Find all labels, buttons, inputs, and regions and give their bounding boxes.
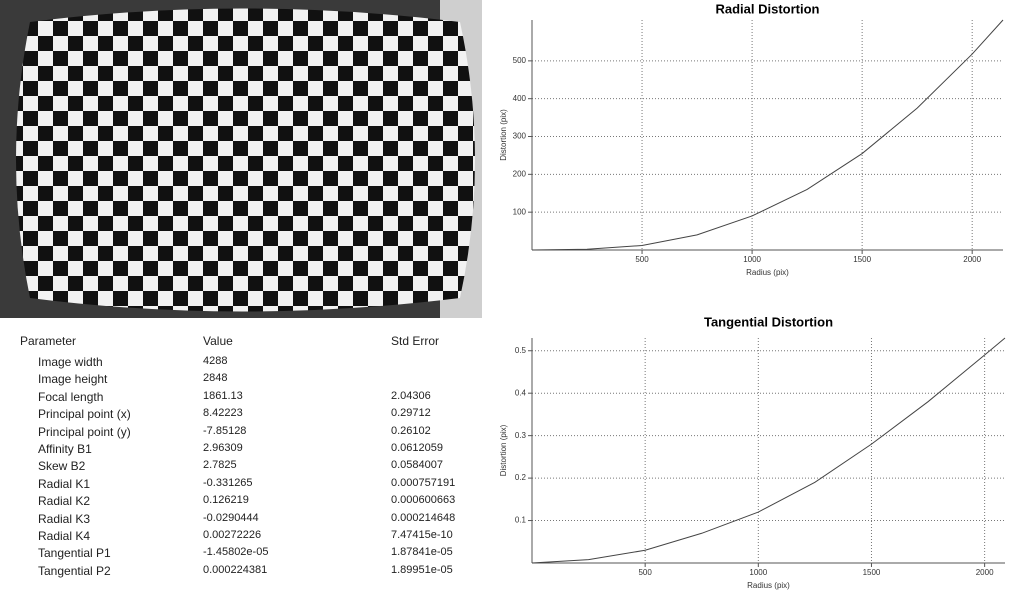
table-cell: 8.42223 [203,407,243,420]
y-tick-label: 0.1 [515,516,527,525]
table-cell: 0.000224381 [203,563,268,576]
table-cell: 0.000600663 [391,494,456,507]
x-tick-label: 2000 [976,568,994,577]
table-header: Parameter [20,334,77,348]
table-cell: 7.47415e-10 [391,529,453,541]
table-cell: Radial K3 [38,511,91,526]
table-cell: 0.000757191 [391,476,456,489]
y-tick-label: 100 [513,207,527,216]
table-header: Std Error [391,334,440,348]
y-tick-label: 500 [513,56,527,65]
y-tick-label: 0.4 [515,388,527,397]
y-tick-label: 200 [513,169,527,178]
x-tick-label: 2000 [963,255,981,264]
table-cell: 0.0612059 [391,442,443,454]
table-cell: Radial K1 [38,476,91,491]
table-cell: -0.0290444 [203,511,259,524]
y-tick-label: 0.2 [515,473,527,482]
x-tick-label: 1000 [743,255,761,264]
table-cell: 1.87841e-05 [391,546,453,559]
table-cell: -1.45802e-05 [203,546,269,559]
x-tick-label: 500 [635,255,649,264]
table-cell: Tangential P1 [38,546,111,561]
table-cell: Principal point (y) [38,424,131,439]
x-axis-label: Radius (pix) [746,268,789,277]
distortion-curve [531,19,1004,251]
y-axis-label: Distortion (pix) [499,109,508,161]
table-cell: Tangential P2 [38,563,111,578]
table-cell: 1861.13 [203,389,243,402]
y-tick-label: 0.3 [515,431,527,440]
table-cell: 0.29712 [391,407,431,420]
chart-title: Tangential Distortion [704,314,833,329]
x-tick-label: 1000 [749,568,767,577]
table-cell: 4288 [203,355,228,367]
table-cell: Image width [38,355,103,369]
table-cell: 2.04306 [391,389,431,402]
charts: Radial Distortion 100 200 300 400 500 500 1000 1… [499,1,1006,590]
table-cell: 2.96309 [203,442,243,454]
y-axis-label: Distortion (pix) [499,424,508,476]
table-cell: 1.89951e-05 [391,563,453,576]
table-cell: Principal point (x) [38,407,131,422]
table-cell: Radial K4 [38,529,91,543]
table-cell: Affinity B1 [38,442,92,456]
table-cell: Focal length [38,389,104,404]
table-cell: 0.000214648 [391,511,456,524]
x-tick-label: 1500 [863,568,881,577]
x-tick-label: 1500 [853,255,871,264]
table-cell: 2.7825 [203,459,237,472]
y-tick-label: 0.5 [515,346,527,355]
distortion-curve [531,337,1006,564]
table-cell: Skew B2 [38,459,86,474]
table-cell: -7.85128 [203,424,247,437]
x-tick-label: 500 [638,568,652,577]
chart-title: Radial Distortion [715,1,819,16]
table-cell: 0.0584007 [391,459,443,472]
table-cell: Image height [38,372,108,387]
y-tick-label: 300 [513,132,527,141]
table-cell: Radial K2 [38,494,91,509]
table-cell: 2848 [203,372,228,385]
table-cell: 0.00272226 [203,529,262,541]
x-axis-label: Radius (pix) [747,581,790,590]
table-cell: 0.126219 [203,494,249,507]
y-tick-label: 400 [513,94,527,103]
table-cell: 0.26102 [391,424,431,437]
table-header: Value [203,334,233,348]
table-cell: -0.331265 [203,476,253,489]
checkerboard-photo [0,0,482,318]
